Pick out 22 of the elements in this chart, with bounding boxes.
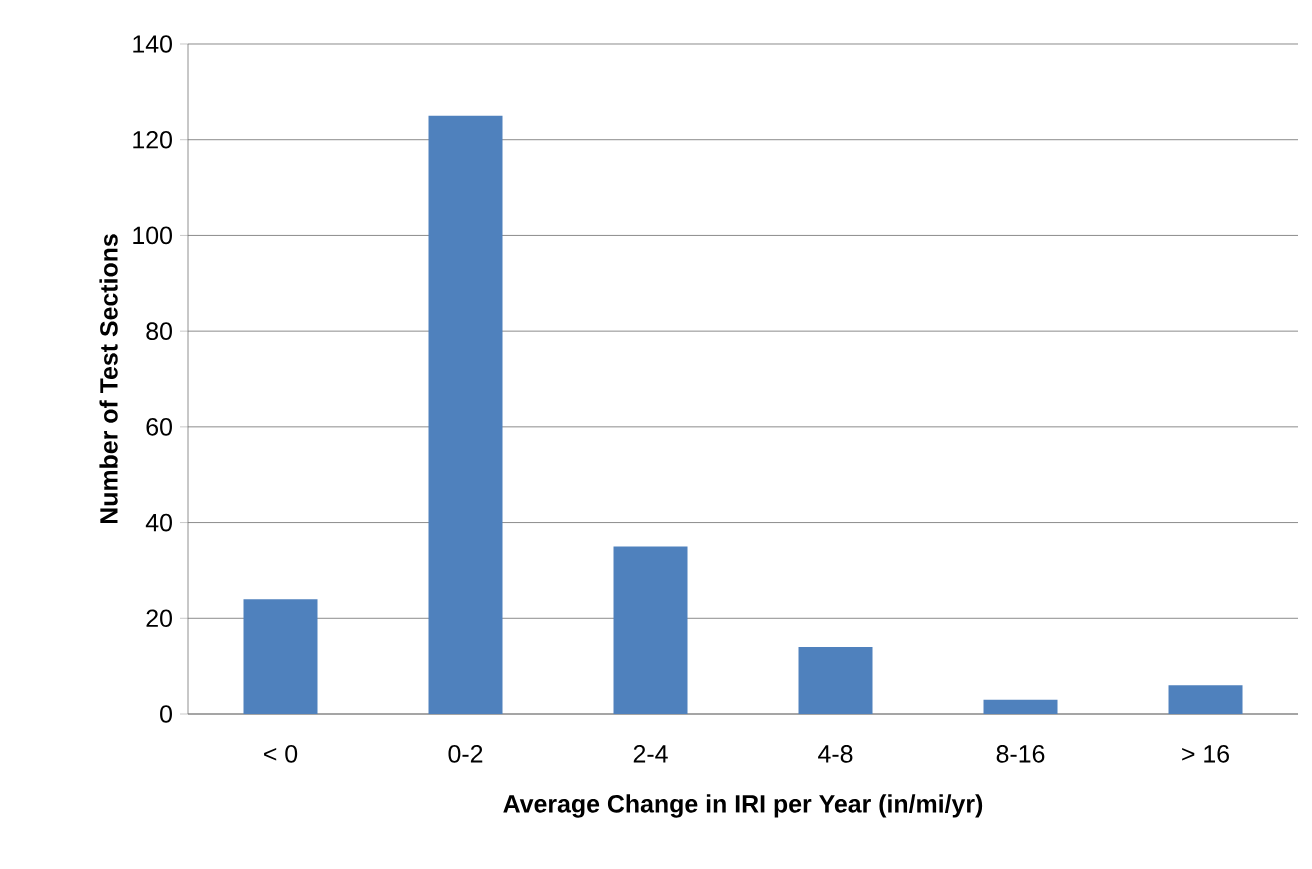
y-tick-label: 80 xyxy=(146,322,172,340)
y-tick-label: 40 xyxy=(145,513,172,532)
bar xyxy=(428,115,503,714)
x-tick-label: 2-4 xyxy=(633,745,668,763)
x-axis-title: Average Change in IRI per Year (in/mi/yr) xyxy=(503,794,983,818)
bar xyxy=(1168,685,1243,714)
x-tick-label: 8-16 xyxy=(996,745,1045,763)
x-tick-label: 0-2 xyxy=(448,745,483,763)
y-tick-label: 20 xyxy=(146,609,172,628)
bar xyxy=(983,699,1058,714)
y-tick-label: 120 xyxy=(133,130,172,149)
x-tick-label: 4-8 xyxy=(818,745,853,763)
x-tick-label: < 0 xyxy=(264,745,298,763)
y-tick-label: 0 xyxy=(160,705,172,723)
x-tick-label: > 16 xyxy=(1182,745,1229,763)
bar xyxy=(243,599,318,714)
y-axis-title: Number of Test Sections xyxy=(99,234,118,524)
y-tick-label: 100 xyxy=(133,226,172,245)
y-tick-label: 60 xyxy=(146,418,172,436)
bar xyxy=(613,546,688,714)
bar xyxy=(798,647,873,714)
y-tick-label: 140 xyxy=(133,35,172,53)
